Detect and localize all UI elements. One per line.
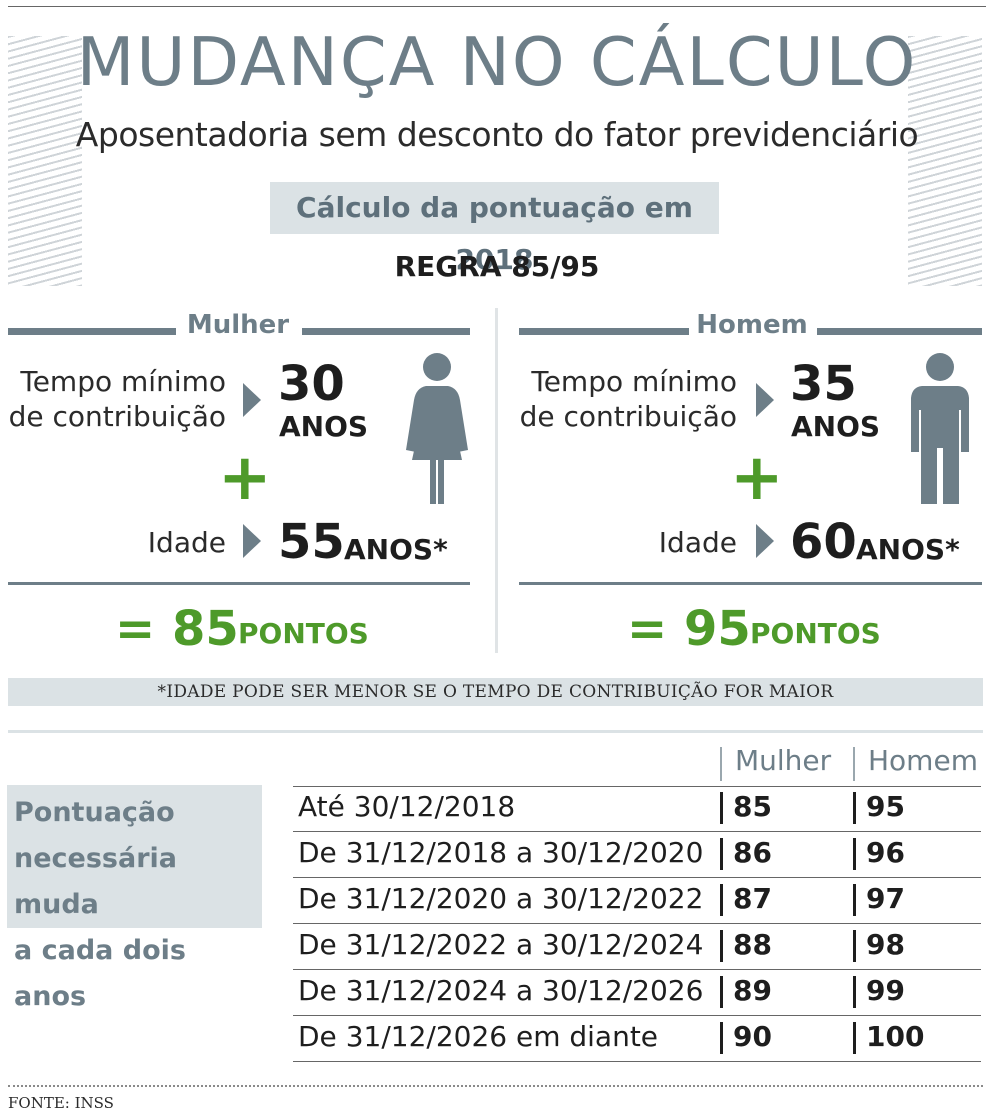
table-row-female-value: 88 (733, 928, 772, 961)
female-age-label: Idade (147, 526, 226, 559)
female-contrib-label-line1: Tempo mínimo (20, 365, 226, 398)
table-row-male-value: 99 (866, 974, 905, 1007)
table-value-bar (720, 838, 723, 870)
table-row-female-value: 87 (733, 882, 772, 915)
age-note: *IDADE PODE SER MENOR SE O TEMPO DE CONT… (157, 682, 834, 702)
table-row-line (293, 1015, 981, 1016)
side-label-box (7, 785, 262, 928)
male-points-unit: PONTOS (750, 617, 881, 650)
table-value-bar (720, 930, 723, 962)
male-age-label: Idade (658, 526, 737, 559)
male-contrib-value: 35 (790, 356, 857, 412)
male-contrib-unit: ANOS (791, 410, 881, 443)
note-box (8, 678, 983, 706)
male-contrib-arrow-icon (756, 383, 774, 417)
female-age-unit: ANOS* (344, 533, 448, 566)
footer-divider (8, 1085, 983, 1087)
section-divider (495, 308, 498, 653)
male-points-value: 95 (684, 601, 751, 657)
table-row-period: De 31/12/2024 a 30/12/2026 (298, 974, 704, 1007)
female-contrib-arrow-icon (243, 383, 261, 417)
section-separator (8, 730, 983, 733)
female-equals-sign: = (115, 601, 156, 657)
table-row-period: De 31/12/2018 a 30/12/2020 (298, 836, 704, 869)
table-row-male-value: 95 (866, 790, 905, 823)
male-age-arrow-icon (756, 524, 774, 558)
table-value-bar (853, 792, 856, 824)
table-row-male-value: 96 (866, 836, 905, 869)
table-value-bar (853, 930, 856, 962)
table-row-female-value: 90 (733, 1020, 772, 1053)
table-value-bar (853, 884, 856, 916)
table-row-line (293, 969, 981, 970)
calc-label-box (270, 182, 719, 234)
page-subtitle: Aposentadoria sem desconto do fator prev… (75, 115, 919, 154)
female-age-arrow-icon (243, 524, 261, 558)
table-row-period: Até 30/12/2018 (298, 790, 516, 823)
table-row-line (293, 786, 981, 787)
page-title: MUDANÇA NO CÁLCULO (76, 23, 918, 101)
female-points-value: 85 (172, 601, 239, 657)
table-value-bar (720, 792, 723, 824)
table-value-bar (853, 838, 856, 870)
female-sum-line (8, 582, 470, 585)
side-label-line1: Pontuação (14, 797, 175, 828)
female-contrib-label-line2: de contribuição (8, 400, 226, 433)
male-contrib-label-line2: de contribuição (519, 400, 737, 433)
rule-label: REGRA 85/95 (394, 250, 600, 283)
table-row-line (293, 923, 981, 924)
table-row-period: De 31/12/2022 a 30/12/2024 (298, 928, 704, 961)
male-heading-line-left (519, 328, 689, 335)
female-heading: Mulher (186, 310, 290, 340)
male-contrib-label-line1: Tempo mínimo (531, 365, 737, 398)
woman-icon (406, 353, 468, 504)
table-value-bar (853, 976, 856, 1008)
side-label-line3: a cada dois anos (14, 935, 186, 1012)
male-age-value: 60 (790, 514, 857, 570)
table-row-line (293, 877, 981, 878)
column-header-male: Homem (868, 744, 978, 777)
female-age-value: 55 (278, 514, 345, 570)
header-bar-male (853, 747, 855, 781)
decorative-stripes-right (908, 36, 982, 286)
male-age-unit: ANOS* (856, 533, 960, 566)
female-contrib-unit: ANOS (279, 410, 369, 443)
table-value-bar (720, 1022, 723, 1054)
man-icon (911, 353, 969, 504)
male-heading: Homem (696, 310, 808, 340)
male-contrib-label: Tempo mínimo de contribuição (519, 364, 737, 434)
table-row-female-value: 85 (733, 790, 772, 823)
table-row-period: De 31/12/2020 a 30/12/2022 (298, 882, 704, 915)
male-plus-icon: + (730, 441, 784, 515)
table-value-bar (853, 1022, 856, 1054)
table-row-line (293, 1061, 981, 1062)
decorative-stripes-left (8, 36, 82, 286)
table-row-female-value: 89 (733, 974, 772, 1007)
female-heading-line-left (8, 328, 176, 335)
male-sum-line (519, 582, 982, 585)
male-equals-sign: = (627, 601, 668, 657)
table-row-male-value: 98 (866, 928, 905, 961)
female-contrib-value: 30 (278, 356, 345, 412)
table-row-male-value: 100 (866, 1020, 925, 1053)
calc-label: Cálculo da pontuação em 2018 (296, 191, 693, 276)
female-plus-icon: + (218, 441, 272, 515)
side-label-line2: necessária muda (14, 843, 178, 920)
table-row-line (293, 831, 981, 832)
table-value-bar (720, 976, 723, 1008)
male-heading-line-right (817, 328, 982, 335)
table-row-period: De 31/12/2026 em diante (298, 1020, 659, 1053)
female-heading-line-right (302, 328, 470, 335)
source-credit: FONTE: INSS (8, 1094, 114, 1112)
female-points-unit: PONTOS (238, 617, 369, 650)
side-label: Pontuação necessária muda a cada dois an… (14, 790, 259, 1020)
table-value-bar (720, 884, 723, 916)
header-bar-female (720, 747, 722, 781)
table-row-male-value: 97 (866, 882, 905, 915)
top-rule (8, 6, 986, 7)
column-header-female: Mulher (735, 744, 832, 777)
table-row-female-value: 86 (733, 836, 772, 869)
female-contrib-label: Tempo mínimo de contribuição (8, 364, 226, 434)
